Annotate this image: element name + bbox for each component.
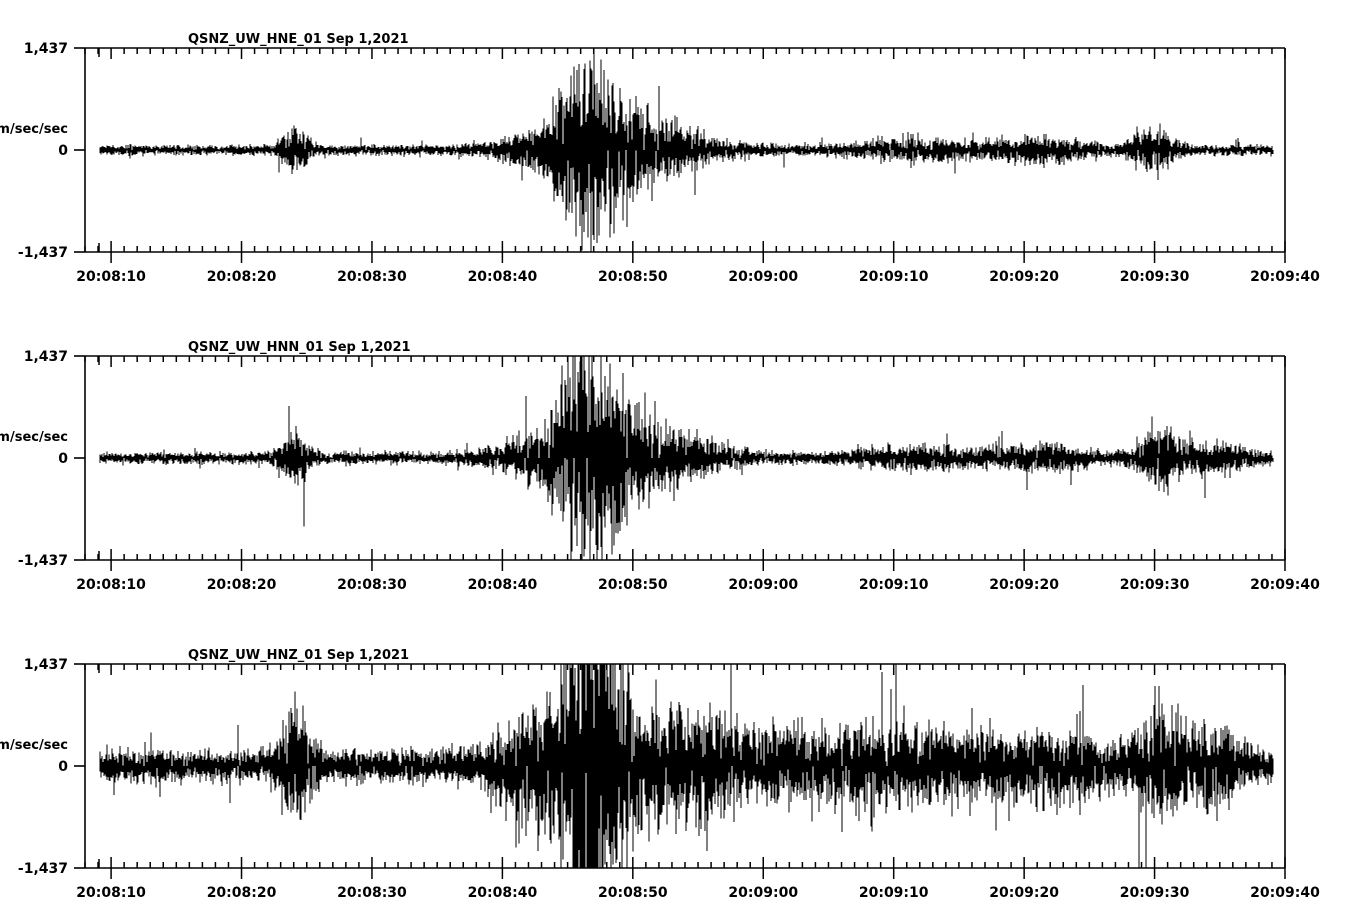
waveform-trace — [99, 48, 1274, 252]
x-tick-label: 20:09:40 — [1250, 885, 1320, 901]
y-tick-label-min: -1,437 — [18, 245, 68, 261]
x-tick-label: 20:09:10 — [859, 885, 929, 901]
waveform-trace — [99, 356, 1274, 560]
panel-title: QSNZ_UW_HNN_01 Sep 1,2021 — [188, 340, 411, 355]
x-tick-label: 20:09:20 — [989, 885, 1059, 901]
x-tick-label: 20:08:20 — [207, 269, 277, 285]
x-tick-label: 20:09:30 — [1120, 269, 1190, 285]
x-tick-label: 20:08:40 — [468, 269, 538, 285]
x-tick-label: 20:09:20 — [989, 577, 1059, 593]
panel-title: QSNZ_UW_HNE_01 Sep 1,2021 — [188, 32, 409, 47]
x-tick-label: 20:08:10 — [76, 269, 146, 285]
x-tick-label: 20:09:40 — [1250, 577, 1320, 593]
waveform-trace — [99, 664, 1274, 868]
x-tick-label: 20:08:50 — [598, 577, 668, 593]
x-tick-label: 20:09:30 — [1120, 885, 1190, 901]
x-tick-label: 20:08:30 — [337, 885, 407, 901]
y-tick-label-min: -1,437 — [18, 861, 68, 877]
x-tick-label: 20:09:20 — [989, 269, 1059, 285]
y-axis-unit-label: cm/sec/sec — [0, 430, 68, 445]
x-tick-label: 20:08:50 — [598, 269, 668, 285]
y-tick-label-min: -1,437 — [18, 553, 68, 569]
y-axis-unit-label: cm/sec/sec — [0, 122, 68, 137]
x-tick-label: 20:09:10 — [859, 269, 929, 285]
x-tick-label: 20:08:10 — [76, 885, 146, 901]
x-tick-label: 20:08:30 — [337, 269, 407, 285]
panel-title: QSNZ_UW_HNZ_01 Sep 1,2021 — [188, 648, 409, 663]
x-tick-label: 20:09:00 — [728, 885, 798, 901]
x-tick-label: 20:09:30 — [1120, 577, 1190, 593]
x-tick-label: 20:08:20 — [207, 885, 277, 901]
x-tick-label: 20:09:00 — [728, 269, 798, 285]
y-tick-label-zero: 0 — [58, 759, 68, 775]
y-axis-unit-label: cm/sec/sec — [0, 738, 68, 753]
x-tick-label: 20:09:40 — [1250, 269, 1320, 285]
panel-hnz: QSNZ_UW_HNZ_01 Sep 1,2021 1,437 0 -1,437 cm/… — [0, 648, 1320, 901]
y-tick-label-max: 1,437 — [24, 41, 68, 57]
y-tick-label-max: 1,437 — [24, 657, 68, 673]
y-tick-label-max: 1,437 — [24, 349, 68, 365]
panel-hne: QSNZ_UW_HNE_01 Sep 1,2021 1,437 0 -1,437 cm/… — [0, 32, 1320, 285]
y-tick-label-zero: 0 — [58, 451, 68, 467]
x-tick-label: 20:08:30 — [337, 577, 407, 593]
x-tick-label: 20:08:40 — [468, 577, 538, 593]
x-tick-label: 20:09:00 — [728, 577, 798, 593]
panel-hnn: QSNZ_UW_HNN_01 Sep 1,2021 1,437 0 -1,437 cm/… — [0, 340, 1320, 593]
x-tick-label: 20:08:40 — [468, 885, 538, 901]
x-tick-label: 20:09:10 — [859, 577, 929, 593]
x-tick-label: 20:08:20 — [207, 577, 277, 593]
x-tick-label: 20:08:10 — [76, 577, 146, 593]
x-tick-label: 20:08:50 — [598, 885, 668, 901]
y-tick-label-zero: 0 — [58, 143, 68, 159]
